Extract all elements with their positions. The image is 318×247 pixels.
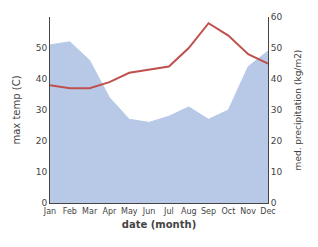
svg-text:Dec: Dec — [260, 207, 275, 216]
svg-text:Mar: Mar — [82, 207, 98, 216]
svg-text:Aug: Aug — [181, 207, 197, 216]
svg-text:30: 30 — [271, 105, 283, 115]
svg-text:20: 20 — [36, 136, 48, 146]
svg-text:60: 60 — [271, 12, 283, 22]
svg-text:Feb: Feb — [63, 207, 77, 216]
svg-text:40: 40 — [36, 74, 48, 84]
svg-text:max temp (C): max temp (C) — [11, 75, 22, 144]
svg-text:10: 10 — [36, 167, 48, 177]
svg-text:0: 0 — [271, 198, 277, 208]
svg-text:50: 50 — [36, 43, 48, 53]
svg-text:Jun: Jun — [142, 207, 156, 216]
svg-text:Jul: Jul — [163, 207, 174, 216]
svg-text:30: 30 — [36, 105, 48, 115]
svg-text:Sep: Sep — [201, 207, 216, 216]
svg-text:Oct: Oct — [221, 207, 235, 216]
svg-text:med. precipitation (kg/m2): med. precipitation (kg/m2) — [293, 50, 303, 171]
svg-text:Nov: Nov — [240, 207, 256, 216]
svg-text:0: 0 — [41, 198, 47, 208]
svg-text:date (month): date (month) — [122, 219, 196, 230]
svg-text:Jan: Jan — [43, 207, 56, 216]
svg-text:Apr: Apr — [103, 207, 118, 216]
svg-text:40: 40 — [271, 74, 283, 84]
svg-text:May: May — [121, 207, 138, 216]
svg-text:10: 10 — [271, 167, 283, 177]
svg-text:20: 20 — [271, 136, 283, 146]
svg-text:50: 50 — [271, 43, 283, 53]
